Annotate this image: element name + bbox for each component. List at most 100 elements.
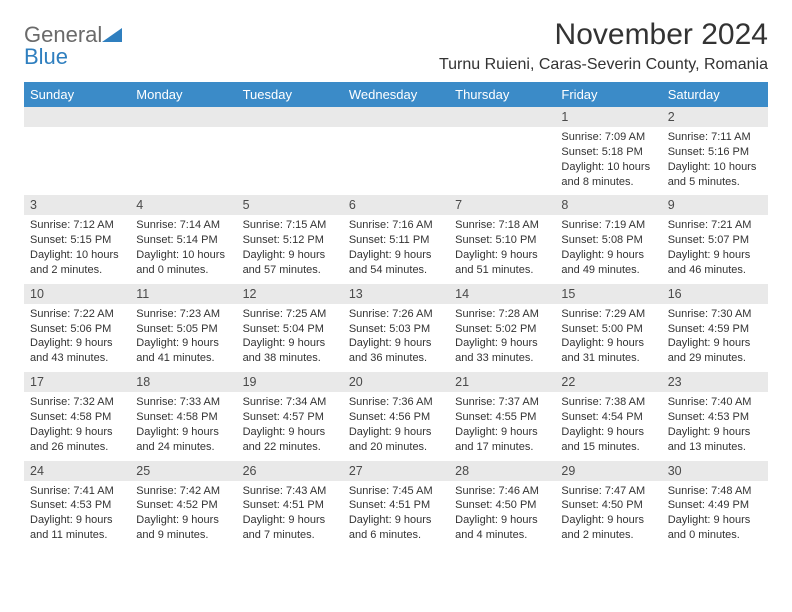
sunset-line: Sunset: 4:53 PM	[30, 498, 124, 513]
day-body: Sunrise: 7:12 AMSunset: 5:15 PMDaylight:…	[24, 215, 130, 281]
sunrise-line: Sunrise: 7:32 AM	[30, 395, 124, 410]
day-body	[130, 127, 236, 177]
calendar-day-cell: 12Sunrise: 7:25 AMSunset: 5:04 PMDayligh…	[237, 283, 343, 371]
sunrise-line: Sunrise: 7:38 AM	[561, 395, 655, 410]
weekday-header: Friday	[555, 82, 661, 107]
sunrise-line: Sunrise: 7:37 AM	[455, 395, 549, 410]
calendar-day-cell: 22Sunrise: 7:38 AMSunset: 4:54 PMDayligh…	[555, 371, 661, 459]
sunrise-line: Sunrise: 7:18 AM	[455, 218, 549, 233]
calendar-empty-cell	[24, 107, 130, 194]
sunset-line: Sunset: 4:59 PM	[668, 322, 762, 337]
sunrise-line: Sunrise: 7:47 AM	[561, 484, 655, 499]
day-body: Sunrise: 7:47 AMSunset: 4:50 PMDaylight:…	[555, 481, 661, 547]
day-body	[24, 127, 130, 177]
day-body: Sunrise: 7:25 AMSunset: 5:04 PMDaylight:…	[237, 304, 343, 370]
daylight-line: Daylight: 9 hours and 0 minutes.	[668, 513, 762, 543]
daylight-line: Daylight: 9 hours and 17 minutes.	[455, 425, 549, 455]
daylight-line: Daylight: 9 hours and 51 minutes.	[455, 248, 549, 278]
day-body: Sunrise: 7:33 AMSunset: 4:58 PMDaylight:…	[130, 392, 236, 458]
daylight-line: Daylight: 9 hours and 41 minutes.	[136, 336, 230, 366]
calendar-day-cell: 13Sunrise: 7:26 AMSunset: 5:03 PMDayligh…	[343, 283, 449, 371]
day-number: 16	[662, 284, 768, 304]
calendar-empty-cell	[130, 107, 236, 194]
day-number: 19	[237, 372, 343, 392]
day-number: 13	[343, 284, 449, 304]
daylight-line: Daylight: 9 hours and 46 minutes.	[668, 248, 762, 278]
calendar-table: SundayMondayTuesdayWednesdayThursdayFrid…	[24, 82, 768, 549]
day-number: 6	[343, 195, 449, 215]
day-number	[24, 107, 130, 127]
sunset-line: Sunset: 4:52 PM	[136, 498, 230, 513]
sunrise-line: Sunrise: 7:26 AM	[349, 307, 443, 322]
logo-text-block: General Blue	[24, 24, 122, 68]
calendar-empty-cell	[449, 107, 555, 194]
calendar-day-cell: 8Sunrise: 7:19 AMSunset: 5:08 PMDaylight…	[555, 194, 661, 282]
month-title: November 2024	[439, 18, 768, 52]
weekday-header: Tuesday	[237, 82, 343, 107]
weekday-header: Monday	[130, 82, 236, 107]
day-number: 5	[237, 195, 343, 215]
calendar-day-cell: 29Sunrise: 7:47 AMSunset: 4:50 PMDayligh…	[555, 460, 661, 548]
sunrise-line: Sunrise: 7:21 AM	[668, 218, 762, 233]
calendar-day-cell: 2Sunrise: 7:11 AMSunset: 5:16 PMDaylight…	[662, 107, 768, 194]
day-number: 8	[555, 195, 661, 215]
sunset-line: Sunset: 5:15 PM	[30, 233, 124, 248]
day-body: Sunrise: 7:23 AMSunset: 5:05 PMDaylight:…	[130, 304, 236, 370]
sunrise-line: Sunrise: 7:45 AM	[349, 484, 443, 499]
weekday-header: Thursday	[449, 82, 555, 107]
day-body: Sunrise: 7:41 AMSunset: 4:53 PMDaylight:…	[24, 481, 130, 547]
day-body: Sunrise: 7:09 AMSunset: 5:18 PMDaylight:…	[555, 127, 661, 193]
sunrise-line: Sunrise: 7:42 AM	[136, 484, 230, 499]
sunrise-line: Sunrise: 7:30 AM	[668, 307, 762, 322]
day-body: Sunrise: 7:42 AMSunset: 4:52 PMDaylight:…	[130, 481, 236, 547]
calendar-week-row: 17Sunrise: 7:32 AMSunset: 4:58 PMDayligh…	[24, 371, 768, 459]
day-body: Sunrise: 7:32 AMSunset: 4:58 PMDaylight:…	[24, 392, 130, 458]
calendar-day-cell: 4Sunrise: 7:14 AMSunset: 5:14 PMDaylight…	[130, 194, 236, 282]
calendar-day-cell: 5Sunrise: 7:15 AMSunset: 5:12 PMDaylight…	[237, 194, 343, 282]
sunrise-line: Sunrise: 7:22 AM	[30, 307, 124, 322]
daylight-line: Daylight: 9 hours and 54 minutes.	[349, 248, 443, 278]
day-body: Sunrise: 7:22 AMSunset: 5:06 PMDaylight:…	[24, 304, 130, 370]
sunrise-line: Sunrise: 7:14 AM	[136, 218, 230, 233]
day-number: 17	[24, 372, 130, 392]
day-number: 9	[662, 195, 768, 215]
day-number: 2	[662, 107, 768, 127]
daylight-line: Daylight: 9 hours and 57 minutes.	[243, 248, 337, 278]
day-number: 22	[555, 372, 661, 392]
day-body: Sunrise: 7:36 AMSunset: 4:56 PMDaylight:…	[343, 392, 449, 458]
day-number: 3	[24, 195, 130, 215]
day-body: Sunrise: 7:43 AMSunset: 4:51 PMDaylight:…	[237, 481, 343, 547]
day-number: 30	[662, 461, 768, 481]
calendar-day-cell: 10Sunrise: 7:22 AMSunset: 5:06 PMDayligh…	[24, 283, 130, 371]
sunrise-line: Sunrise: 7:16 AM	[349, 218, 443, 233]
daylight-line: Daylight: 9 hours and 6 minutes.	[349, 513, 443, 543]
day-number: 4	[130, 195, 236, 215]
weekday-header-row: SundayMondayTuesdayWednesdayThursdayFrid…	[24, 82, 768, 107]
sunset-line: Sunset: 5:07 PM	[668, 233, 762, 248]
day-number: 7	[449, 195, 555, 215]
daylight-line: Daylight: 9 hours and 4 minutes.	[455, 513, 549, 543]
sunset-line: Sunset: 5:03 PM	[349, 322, 443, 337]
daylight-line: Daylight: 9 hours and 15 minutes.	[561, 425, 655, 455]
day-number: 26	[237, 461, 343, 481]
daylight-line: Daylight: 9 hours and 20 minutes.	[349, 425, 443, 455]
sunset-line: Sunset: 5:04 PM	[243, 322, 337, 337]
sunset-line: Sunset: 5:10 PM	[455, 233, 549, 248]
day-body: Sunrise: 7:45 AMSunset: 4:51 PMDaylight:…	[343, 481, 449, 547]
daylight-line: Daylight: 10 hours and 0 minutes.	[136, 248, 230, 278]
sunrise-line: Sunrise: 7:33 AM	[136, 395, 230, 410]
sunrise-line: Sunrise: 7:15 AM	[243, 218, 337, 233]
logo-line2: Blue	[24, 46, 122, 68]
calendar-day-cell: 15Sunrise: 7:29 AMSunset: 5:00 PMDayligh…	[555, 283, 661, 371]
sunset-line: Sunset: 5:00 PM	[561, 322, 655, 337]
calendar-page: General Blue November 2024 Turnu Ruieni,…	[0, 0, 792, 567]
calendar-day-cell: 28Sunrise: 7:46 AMSunset: 4:50 PMDayligh…	[449, 460, 555, 548]
calendar-week-row: 1Sunrise: 7:09 AMSunset: 5:18 PMDaylight…	[24, 107, 768, 194]
sunset-line: Sunset: 4:58 PM	[136, 410, 230, 425]
sunrise-line: Sunrise: 7:12 AM	[30, 218, 124, 233]
daylight-line: Daylight: 9 hours and 43 minutes.	[30, 336, 124, 366]
day-body: Sunrise: 7:26 AMSunset: 5:03 PMDaylight:…	[343, 304, 449, 370]
day-body	[343, 127, 449, 177]
day-body: Sunrise: 7:18 AMSunset: 5:10 PMDaylight:…	[449, 215, 555, 281]
sunset-line: Sunset: 5:08 PM	[561, 233, 655, 248]
